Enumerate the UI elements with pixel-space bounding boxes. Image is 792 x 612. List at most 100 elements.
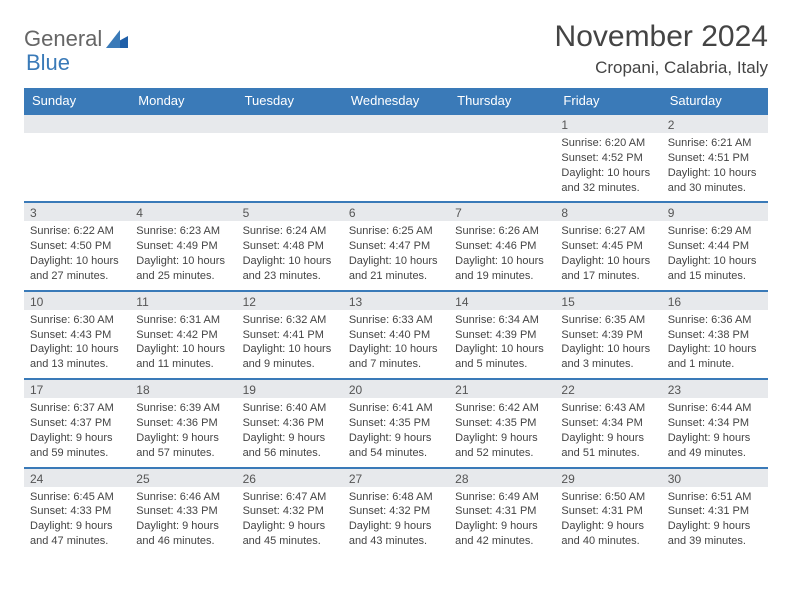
sunrise-text: Sunrise: 6:47 AM (243, 490, 337, 505)
date-number: 27 (343, 467, 449, 487)
date-number: 5 (237, 201, 343, 221)
daylight-text: Daylight: 10 hours and 32 minutes. (561, 166, 655, 196)
date-number: 4 (130, 201, 236, 221)
day-header: Wednesday (343, 88, 449, 113)
calendar-cell: 15Sunrise: 6:35 AMSunset: 4:39 PMDayligh… (555, 290, 661, 378)
header: General November 2024 Cropani, Calabria,… (24, 20, 768, 78)
sunrise-text: Sunrise: 6:42 AM (455, 401, 549, 416)
sunrise-text: Sunrise: 6:48 AM (349, 490, 443, 505)
sunset-text: Sunset: 4:39 PM (455, 328, 549, 343)
sunset-text: Sunset: 4:42 PM (136, 328, 230, 343)
sunrise-text: Sunrise: 6:51 AM (668, 490, 762, 505)
location: Cropani, Calabria, Italy (555, 58, 768, 78)
calendar-cell: 28Sunrise: 6:49 AMSunset: 4:31 PMDayligh… (449, 467, 555, 555)
sunset-text: Sunset: 4:51 PM (668, 151, 762, 166)
sunrise-text: Sunrise: 6:45 AM (30, 490, 124, 505)
daylight-text: Daylight: 9 hours and 49 minutes. (668, 431, 762, 461)
cell-body: Sunrise: 6:46 AMSunset: 4:33 PMDaylight:… (130, 487, 236, 555)
week-row: 3Sunrise: 6:22 AMSunset: 4:50 PMDaylight… (24, 201, 768, 289)
calendar-cell: 12Sunrise: 6:32 AMSunset: 4:41 PMDayligh… (237, 290, 343, 378)
calendar-cell: 18Sunrise: 6:39 AMSunset: 4:36 PMDayligh… (130, 378, 236, 466)
calendar-cell: 11Sunrise: 6:31 AMSunset: 4:42 PMDayligh… (130, 290, 236, 378)
sunset-text: Sunset: 4:36 PM (243, 416, 337, 431)
cell-body: Sunrise: 6:39 AMSunset: 4:36 PMDaylight:… (130, 398, 236, 466)
daylight-text: Daylight: 9 hours and 42 minutes. (455, 519, 549, 549)
sunset-text: Sunset: 4:34 PM (561, 416, 655, 431)
calendar-cell (237, 113, 343, 201)
sunrise-text: Sunrise: 6:41 AM (349, 401, 443, 416)
cell-body: Sunrise: 6:48 AMSunset: 4:32 PMDaylight:… (343, 487, 449, 555)
cell-body: Sunrise: 6:33 AMSunset: 4:40 PMDaylight:… (343, 310, 449, 378)
weeks-container: 1Sunrise: 6:20 AMSunset: 4:52 PMDaylight… (24, 113, 768, 555)
sunrise-text: Sunrise: 6:30 AM (30, 313, 124, 328)
date-number: 26 (237, 467, 343, 487)
sunrise-text: Sunrise: 6:34 AM (455, 313, 549, 328)
sunset-text: Sunset: 4:45 PM (561, 239, 655, 254)
sunset-text: Sunset: 4:36 PM (136, 416, 230, 431)
cell-body: Sunrise: 6:50 AMSunset: 4:31 PMDaylight:… (555, 487, 661, 555)
calendar-cell: 27Sunrise: 6:48 AMSunset: 4:32 PMDayligh… (343, 467, 449, 555)
date-number (449, 113, 555, 133)
week-row: 10Sunrise: 6:30 AMSunset: 4:43 PMDayligh… (24, 290, 768, 378)
sunset-text: Sunset: 4:34 PM (668, 416, 762, 431)
daylight-text: Daylight: 9 hours and 56 minutes. (243, 431, 337, 461)
date-number: 23 (662, 378, 768, 398)
daylight-text: Daylight: 9 hours and 52 minutes. (455, 431, 549, 461)
cell-body: Sunrise: 6:32 AMSunset: 4:41 PMDaylight:… (237, 310, 343, 378)
sunrise-text: Sunrise: 6:32 AM (243, 313, 337, 328)
date-number: 1 (555, 113, 661, 133)
sunrise-text: Sunrise: 6:44 AM (668, 401, 762, 416)
daylight-text: Daylight: 10 hours and 23 minutes. (243, 254, 337, 284)
day-header: Tuesday (237, 88, 343, 113)
week-row: 17Sunrise: 6:37 AMSunset: 4:37 PMDayligh… (24, 378, 768, 466)
sunrise-text: Sunrise: 6:43 AM (561, 401, 655, 416)
daylight-text: Daylight: 9 hours and 40 minutes. (561, 519, 655, 549)
sunset-text: Sunset: 4:38 PM (668, 328, 762, 343)
sunset-text: Sunset: 4:33 PM (136, 504, 230, 519)
sunset-text: Sunset: 4:47 PM (349, 239, 443, 254)
date-number: 21 (449, 378, 555, 398)
sunrise-text: Sunrise: 6:20 AM (561, 136, 655, 151)
sunrise-text: Sunrise: 6:27 AM (561, 224, 655, 239)
date-number: 12 (237, 290, 343, 310)
sunrise-text: Sunrise: 6:23 AM (136, 224, 230, 239)
cell-body: Sunrise: 6:35 AMSunset: 4:39 PMDaylight:… (555, 310, 661, 378)
date-number: 15 (555, 290, 661, 310)
calendar-cell: 16Sunrise: 6:36 AMSunset: 4:38 PMDayligh… (662, 290, 768, 378)
calendar-cell: 4Sunrise: 6:23 AMSunset: 4:49 PMDaylight… (130, 201, 236, 289)
logo-text-blue: Blue (26, 50, 70, 75)
sunset-text: Sunset: 4:41 PM (243, 328, 337, 343)
month-title: November 2024 (555, 20, 768, 54)
sunset-text: Sunset: 4:49 PM (136, 239, 230, 254)
cell-body: Sunrise: 6:42 AMSunset: 4:35 PMDaylight:… (449, 398, 555, 466)
calendar-cell: 3Sunrise: 6:22 AMSunset: 4:50 PMDaylight… (24, 201, 130, 289)
calendar-cell: 29Sunrise: 6:50 AMSunset: 4:31 PMDayligh… (555, 467, 661, 555)
daylight-text: Daylight: 10 hours and 1 minute. (668, 342, 762, 372)
sunrise-text: Sunrise: 6:26 AM (455, 224, 549, 239)
sunset-text: Sunset: 4:31 PM (455, 504, 549, 519)
sunset-text: Sunset: 4:31 PM (561, 504, 655, 519)
cell-body: Sunrise: 6:43 AMSunset: 4:34 PMDaylight:… (555, 398, 661, 466)
date-number: 19 (237, 378, 343, 398)
daylight-text: Daylight: 9 hours and 43 minutes. (349, 519, 443, 549)
cell-body: Sunrise: 6:41 AMSunset: 4:35 PMDaylight:… (343, 398, 449, 466)
calendar-cell: 24Sunrise: 6:45 AMSunset: 4:33 PMDayligh… (24, 467, 130, 555)
daylight-text: Daylight: 10 hours and 21 minutes. (349, 254, 443, 284)
date-number: 20 (343, 378, 449, 398)
cell-body: Sunrise: 6:51 AMSunset: 4:31 PMDaylight:… (662, 487, 768, 555)
daylight-text: Daylight: 10 hours and 9 minutes. (243, 342, 337, 372)
calendar-cell: 6Sunrise: 6:25 AMSunset: 4:47 PMDaylight… (343, 201, 449, 289)
date-number: 8 (555, 201, 661, 221)
calendar-cell: 1Sunrise: 6:20 AMSunset: 4:52 PMDaylight… (555, 113, 661, 201)
date-number: 16 (662, 290, 768, 310)
sunset-text: Sunset: 4:43 PM (30, 328, 124, 343)
daylight-text: Daylight: 10 hours and 19 minutes. (455, 254, 549, 284)
logo: General (24, 26, 130, 52)
cell-body: Sunrise: 6:25 AMSunset: 4:47 PMDaylight:… (343, 221, 449, 289)
calendar-cell: 5Sunrise: 6:24 AMSunset: 4:48 PMDaylight… (237, 201, 343, 289)
sunset-text: Sunset: 4:40 PM (349, 328, 443, 343)
cell-body: Sunrise: 6:40 AMSunset: 4:36 PMDaylight:… (237, 398, 343, 466)
date-number: 7 (449, 201, 555, 221)
date-number (343, 113, 449, 133)
cell-body: Sunrise: 6:20 AMSunset: 4:52 PMDaylight:… (555, 133, 661, 201)
